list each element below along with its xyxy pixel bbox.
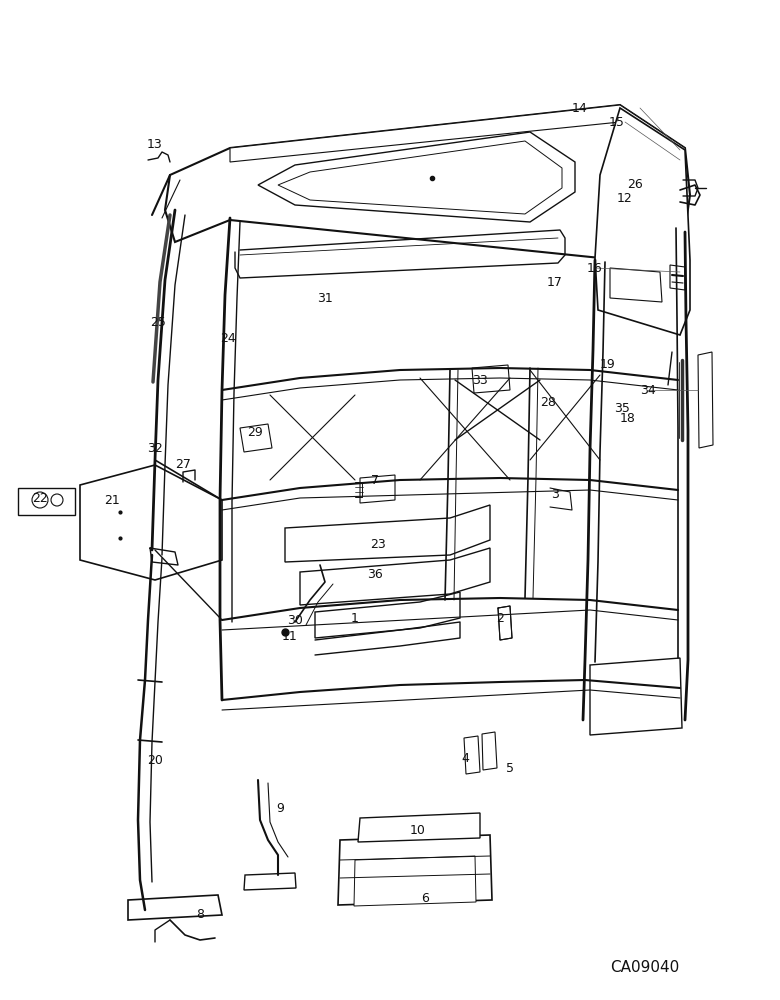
Text: 17: 17 [547,275,563,288]
Polygon shape [258,132,575,222]
Polygon shape [128,895,222,920]
Text: 11: 11 [282,631,298,644]
Polygon shape [300,548,490,605]
Text: 7: 7 [371,474,379,487]
Text: 16: 16 [587,261,603,274]
Text: 25: 25 [150,316,166,328]
Text: 12: 12 [617,192,633,205]
Polygon shape [165,105,690,260]
Polygon shape [498,606,512,640]
Text: 15: 15 [609,115,625,128]
Text: 31: 31 [317,292,333,304]
Text: 2: 2 [496,611,504,624]
Text: 32: 32 [147,442,163,454]
Polygon shape [464,736,480,774]
Text: 6: 6 [421,892,429,904]
Polygon shape [285,505,490,562]
Text: 36: 36 [367,568,383,582]
Text: 19: 19 [600,359,616,371]
Polygon shape [18,488,75,515]
Polygon shape [244,873,296,890]
Polygon shape [670,265,685,290]
Text: CA09040: CA09040 [611,960,679,976]
Text: 8: 8 [196,908,204,922]
Text: 13: 13 [147,138,163,151]
Text: 18: 18 [620,412,636,424]
Polygon shape [590,658,682,735]
Text: 30: 30 [287,613,303,626]
Text: 21: 21 [104,493,120,506]
Text: 35: 35 [614,401,630,414]
Polygon shape [482,732,497,770]
Polygon shape [338,835,492,905]
Text: 9: 9 [276,802,284,814]
Text: 5: 5 [506,762,514,774]
Text: 29: 29 [247,426,263,438]
Polygon shape [80,465,222,580]
Text: 14: 14 [572,102,588,114]
Polygon shape [610,268,662,302]
Polygon shape [358,813,480,842]
Text: 26: 26 [627,178,643,192]
Polygon shape [278,141,562,214]
Text: 27: 27 [175,458,191,472]
Text: 20: 20 [147,754,163,766]
Text: 24: 24 [220,332,236,344]
Text: 23: 23 [370,538,386,552]
Text: 4: 4 [461,752,469,764]
Polygon shape [240,424,272,452]
Text: 3: 3 [551,488,559,502]
Text: 22: 22 [32,491,48,504]
Polygon shape [354,856,476,906]
Polygon shape [315,592,460,638]
Text: 1: 1 [351,611,359,624]
Polygon shape [472,365,510,393]
Text: 28: 28 [540,395,556,408]
Polygon shape [230,105,685,165]
Polygon shape [595,108,690,335]
Text: 10: 10 [410,824,426,836]
Polygon shape [698,352,713,448]
Text: 33: 33 [472,373,488,386]
Polygon shape [360,475,395,503]
Text: 34: 34 [640,383,656,396]
